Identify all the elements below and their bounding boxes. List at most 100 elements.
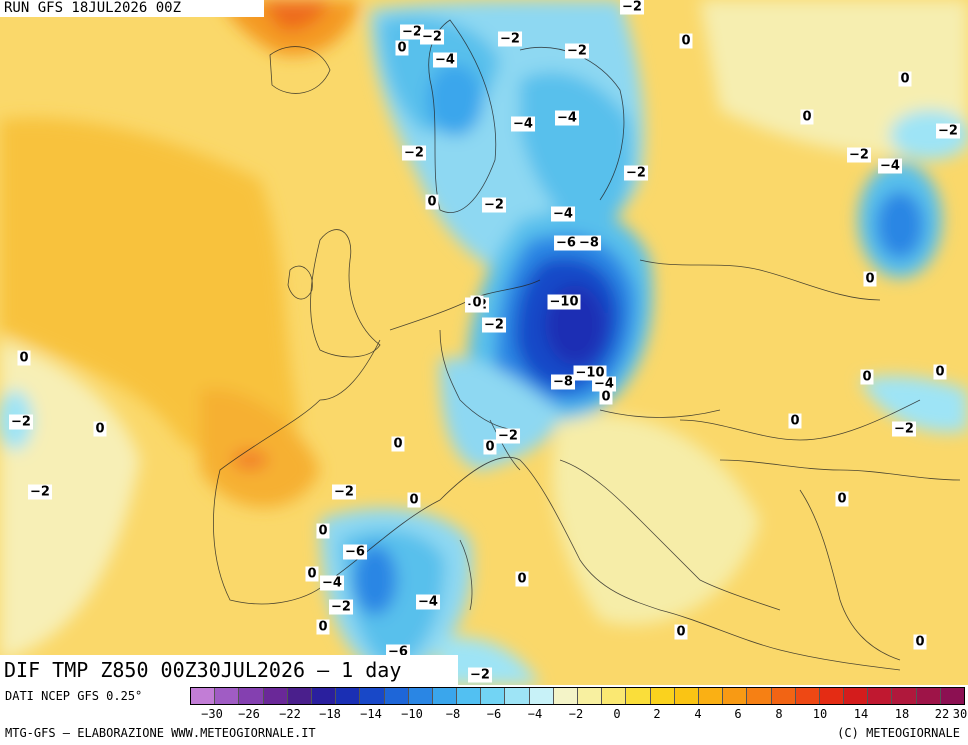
contour-label: 0 bbox=[788, 413, 802, 429]
legend-tick-label: −6 bbox=[486, 707, 502, 721]
legend-tick-label: −4 bbox=[527, 707, 543, 721]
contour-label: −8 bbox=[551, 374, 575, 390]
legend-color-cell bbox=[602, 688, 627, 704]
contour-label: −2 bbox=[402, 145, 426, 161]
contour-label: −4 bbox=[416, 594, 440, 610]
legend-tick-label: 6 bbox=[734, 707, 742, 721]
contour-label: 0 bbox=[483, 439, 497, 455]
legend-tick-label: −2 bbox=[568, 707, 584, 721]
legend-tick-label: −26 bbox=[238, 707, 260, 721]
map-title: DIF TMP Z850 00Z30JUL2026 – 1 day bbox=[0, 655, 458, 685]
legend-color-cell bbox=[626, 688, 651, 704]
legend-tick-label: 4 bbox=[694, 707, 702, 721]
run-label: RUN GFS 18JUL2026 00Z bbox=[0, 0, 264, 17]
contour-label: −4 bbox=[878, 158, 902, 174]
legend-color-cell bbox=[457, 688, 482, 704]
contour-label: 0 bbox=[898, 71, 912, 87]
contour-label: −2 bbox=[332, 484, 356, 500]
contour-label: −2 bbox=[468, 667, 492, 683]
legend-color-cell bbox=[578, 688, 603, 704]
legend-color-cell bbox=[819, 688, 845, 704]
legend-color-cell bbox=[432, 688, 458, 704]
copyright-label: (C) METEOGIORNALE bbox=[837, 726, 960, 740]
legend-tick-label: −8 bbox=[445, 707, 461, 721]
contour-label: −2 bbox=[892, 421, 916, 437]
credit-label: MTG-GFS – ELABORAZIONE WWW.METEOGIORNALE… bbox=[5, 726, 316, 740]
contour-label: 0 bbox=[800, 109, 814, 125]
legend-color-cell bbox=[868, 688, 893, 704]
legend-color-cell bbox=[747, 688, 772, 704]
legend-tick-label: −22 bbox=[279, 707, 301, 721]
legend-color-cell bbox=[674, 688, 699, 704]
contour-label: −4 bbox=[511, 116, 535, 132]
temperature-anomaly-map bbox=[0, 0, 968, 685]
contour-label: −6 bbox=[554, 235, 578, 251]
contour-label: −2 bbox=[847, 147, 871, 163]
legend-color-cell bbox=[892, 688, 917, 704]
legend-color-cell bbox=[723, 688, 748, 704]
contour-label: 0 bbox=[93, 421, 107, 437]
legend-tick-label: 2 bbox=[653, 707, 661, 721]
legend-tick-label: −18 bbox=[319, 707, 341, 721]
contour-label: 0 bbox=[395, 40, 409, 56]
contour-label: 0 bbox=[470, 295, 484, 311]
legend-color-cell bbox=[698, 688, 724, 704]
contour-label: 0 bbox=[515, 571, 529, 587]
legend-color-cell bbox=[287, 688, 312, 704]
contour-label: −4 bbox=[551, 206, 575, 222]
legend-tick-label: −10 bbox=[401, 707, 423, 721]
contour-label: −2 bbox=[565, 43, 589, 59]
legend-color-cell bbox=[239, 688, 264, 704]
legend-color-cell bbox=[481, 688, 506, 704]
contour-label: 0 bbox=[860, 369, 874, 385]
contour-label: −2 bbox=[9, 414, 33, 430]
contour-label: −2 bbox=[28, 484, 52, 500]
contour-label: 0 bbox=[17, 350, 31, 366]
legend-color-cell bbox=[360, 688, 385, 704]
contour-label: −4 bbox=[433, 52, 457, 68]
contour-label: 0 bbox=[316, 523, 330, 539]
contour-label: −2 bbox=[482, 197, 506, 213]
legend-color-cell bbox=[529, 688, 554, 704]
legend-color-cell bbox=[795, 688, 820, 704]
contour-label: 0 bbox=[599, 389, 613, 405]
contour-label: −2 bbox=[329, 599, 353, 615]
contour-label: −6 bbox=[343, 544, 367, 560]
legend-tick-label: 8 bbox=[775, 707, 783, 721]
legend-color-cell bbox=[916, 688, 941, 704]
legend-color-cell bbox=[940, 688, 964, 704]
legend-tick-label: 22 bbox=[934, 707, 950, 721]
legend-color-cell bbox=[215, 688, 240, 704]
contour-label: 0 bbox=[913, 634, 927, 650]
contour-label: 0 bbox=[407, 492, 421, 508]
legend-color-cell bbox=[650, 688, 675, 704]
contour-label: 0 bbox=[863, 271, 877, 287]
legend-color-cell bbox=[311, 688, 337, 704]
contour-label: −2 bbox=[498, 31, 522, 47]
legend-color-cell bbox=[505, 688, 530, 704]
legend-color-cell bbox=[844, 688, 869, 704]
legend-color-cell bbox=[191, 688, 216, 704]
contour-label: −2 bbox=[624, 165, 648, 181]
legend-color-cell bbox=[336, 688, 361, 704]
contour-label: 0 bbox=[305, 566, 319, 582]
legend-tick-labels: −30 −26 −22 −18 −14 −10 −8 −6 −4 −2 0 2 4 6 8 10 14 18 22 3… bbox=[190, 707, 967, 723]
legend-tick-label: 18 bbox=[894, 707, 910, 721]
contour-label: −4 bbox=[592, 376, 616, 392]
contour-label: −2 bbox=[496, 428, 520, 444]
contour-label: 0 bbox=[674, 624, 688, 640]
legend-colorbar bbox=[190, 687, 965, 705]
contour-label: −2 bbox=[420, 29, 444, 45]
legend-color-cell bbox=[553, 688, 578, 704]
contour-label: 0 bbox=[835, 491, 849, 507]
legend-tick-label: 0 bbox=[613, 707, 621, 721]
contour-label: −10 bbox=[547, 294, 581, 310]
contour-label: −4 bbox=[555, 110, 579, 126]
legend-tick-label: 10 bbox=[812, 707, 828, 721]
legend-color-cell bbox=[384, 688, 409, 704]
contour-label: −2 bbox=[620, 0, 644, 15]
contour-label: 0 bbox=[425, 194, 439, 210]
contour-label: −2 bbox=[482, 317, 506, 333]
contour-label: −8 bbox=[577, 235, 601, 251]
contour-label: 0 bbox=[679, 33, 693, 49]
